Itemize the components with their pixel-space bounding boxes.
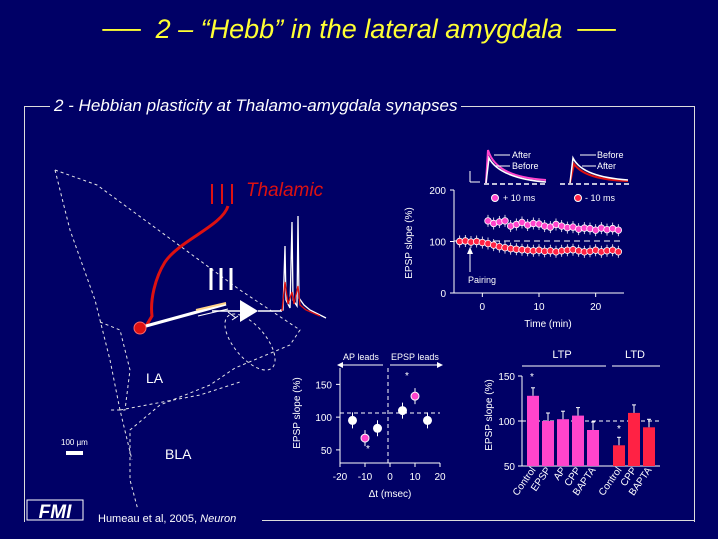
bar-ytick-label: 50 [504,462,516,473]
timecourse-xlabel: Time (min) [524,319,571,330]
stdp-star-1: * [366,444,370,455]
bar [542,421,554,466]
slide-title-text: 2 – “Hebb” in the lateral amygdala [155,14,563,44]
stdp-point [423,415,432,425]
stdp-ytick-label: 100 [315,413,332,424]
la-lower-boundary [119,381,241,411]
neuron-soma-icon [240,300,258,322]
amygdala-outline [54,169,301,511]
timecourse-points [455,214,623,258]
scale-bar-label: 100 µm [61,438,88,447]
fmi-logo-text: FMI [39,502,72,523]
timecourse-ytick-label: 200 [429,186,446,197]
bar-star-1: * [530,372,534,383]
legend-label-plus10: + 10 ms [503,193,536,203]
stdp-ticks: 50 100 150 -20 -10 0 10 20 [315,380,446,483]
stdp-star-2: * [405,371,409,382]
citation: Humeau et al, 2005, Neuron [98,513,236,525]
stdp-point [410,391,420,401]
stdp-xlabel: Δt (msec) [369,489,412,500]
stdp-xtick-label: -10 [358,472,373,483]
anatomy-schematic [54,169,301,511]
la-bla-boundary [99,321,131,411]
la-label: LA [146,370,164,386]
stdp-header-right: EPSP leads [391,352,439,362]
inset-left-before: Before [512,161,539,171]
stdp-header-left: AP leads [343,352,379,362]
pairing-label: Pairing [468,275,496,285]
stdp-ylabel: EPSP slope (%) [292,377,303,449]
stdp-points [348,388,432,447]
bla-label: BLA [165,446,192,462]
fmi-logo: FMI [26,499,84,523]
legend-marker-plus10 [491,194,499,202]
timecourse-point [614,248,623,256]
stdp-xtick-label: -20 [333,472,348,483]
citation-journal: Neuron [200,513,237,525]
timecourse-xtick-label: 20 [590,302,602,313]
timecourse-point [501,217,509,225]
section-subtitle: 2 - Hebbian plasticity at Thalamo-amygda… [50,96,462,116]
bar-star-2: * [617,424,621,435]
la-region [224,313,276,371]
thalamic-label: Thalamic [246,180,324,201]
pairing-arrowhead [467,247,473,254]
content-frame-bottom [262,520,694,521]
bar-ticks: 50 100 150 [498,372,522,473]
timecourse-ytick-label: 100 [429,238,446,249]
stdp-xtick-label: 0 [387,472,393,483]
bar [613,445,625,466]
stdp-xtick-label: 10 [409,472,421,483]
timecourse-point [614,226,623,234]
timecourse-chart: After Before Before After + 10 ms - 10 m… [404,149,632,330]
legend-marker-minus10 [574,194,582,202]
stdp-ytick-label: 150 [315,380,332,391]
stdp-xtick-label: 20 [434,472,446,483]
brain-outline-left [54,169,133,461]
epsp-trace-inset-right: Before After [560,150,632,185]
group-label-ltd: LTD [625,349,645,361]
bar [643,427,655,466]
stimulus-train-icon [209,268,233,290]
inset-right-before: Before [597,150,624,160]
stdp-point [348,415,357,425]
stdp-point [373,423,382,433]
scale-bar [66,451,83,455]
stdp-point [360,433,370,443]
bar-ytick-label: 150 [498,372,515,383]
timecourse-ytick-label: 0 [440,289,446,300]
inset-right-after: After [597,161,616,171]
bar [628,412,640,466]
timecourse-ylabel: EPSP slope (%) [404,207,415,279]
citation-authors: Humeau et al, 2005, [98,513,198,525]
stdp-point [398,406,407,416]
bar [557,419,569,466]
bar [527,395,539,466]
group-label-ltp: LTP [552,349,571,361]
inset-left-after: After [512,150,531,160]
stdp-ytick-label: 50 [321,446,333,457]
timecourse-ticks: 0 100 200 0 10 20 [429,186,601,313]
spike-trace-icon [280,215,327,319]
bar [572,415,584,466]
bar-ylabel: EPSP slope (%) [484,379,495,451]
legend-label-minus10: - 10 ms [585,193,616,203]
timecourse-xtick-label: 0 [480,302,486,313]
pharmacology-bar-chart: LTP LTD 50 100 150 EPSP slope (%) ControlE… [484,349,660,498]
bar [587,430,599,466]
thalamic-fiber-icon [144,184,233,327]
epsp-trace-inset-left: After Before [469,149,548,185]
bar-ytick-label: 100 [498,417,515,428]
thalamic-axon [144,205,230,327]
electrode-icon [133,302,239,335]
timecourse-xtick-label: 10 [533,302,545,313]
slide-title: ── 2 – “Hebb” in the lateral amygdala ── [102,14,616,44]
